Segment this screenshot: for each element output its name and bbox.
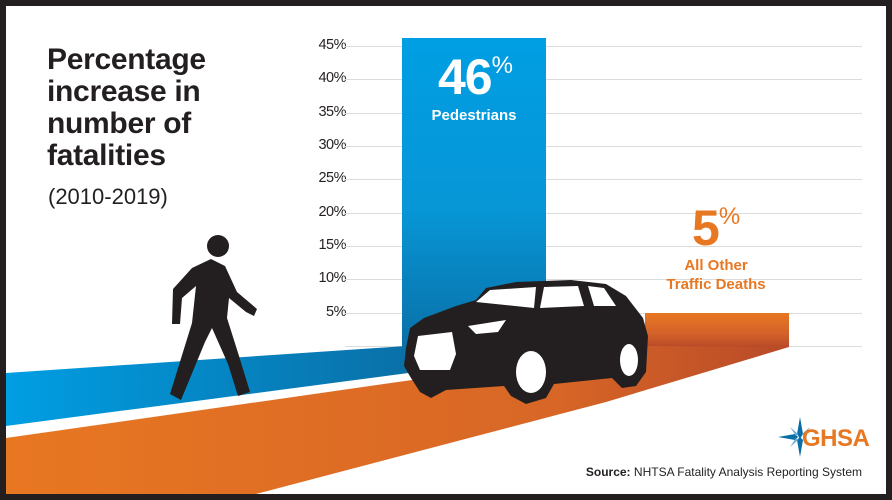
- title-line: fatalities: [47, 139, 166, 172]
- source-label: Source:: [585, 465, 631, 479]
- gridline: [345, 279, 862, 280]
- gridline: [345, 246, 862, 247]
- source-note: Source: NHTSA Fatality Analysis Reportin…: [586, 465, 862, 479]
- orange-road-band: [6, 346, 789, 494]
- title-line: Percentage: [47, 43, 206, 76]
- gridline: [345, 79, 862, 80]
- infographic-canvas: Percentage increase in number of fatalit…: [6, 6, 886, 494]
- label-line: All Other: [684, 257, 748, 274]
- y-tick-label: 15%: [318, 237, 346, 253]
- pedestrian-icon: [170, 235, 257, 400]
- gridline: [345, 113, 862, 114]
- y-tick-label: 10%: [318, 270, 346, 286]
- other-deaths-label: All Other Traffic Deaths: [646, 256, 786, 294]
- y-tick-label: 45%: [318, 37, 346, 53]
- y-tick-label: 35%: [318, 104, 346, 120]
- gridline: [345, 46, 862, 47]
- value-unit: %: [718, 203, 741, 230]
- gridline: [345, 179, 862, 180]
- value-number: 46: [438, 49, 493, 105]
- car-icon: [404, 280, 648, 404]
- other-deaths-value: 5%: [692, 199, 740, 257]
- bar-other-traffic-deaths: [645, 313, 789, 347]
- title-line: number of: [47, 107, 191, 140]
- title-line: increase in: [47, 75, 201, 108]
- y-tick-label: 30%: [318, 137, 346, 153]
- value-unit: %: [491, 52, 513, 79]
- logo-text: GHSA: [802, 425, 870, 452]
- y-tick-label: 5%: [326, 304, 346, 320]
- chart-subtitle: (2010-2019): [48, 184, 168, 209]
- chart-title: Percentage increase in number of fatalit…: [47, 44, 206, 172]
- y-tick-label: 40%: [318, 70, 346, 86]
- gridline: [345, 213, 862, 214]
- pedestrians-label: Pedestrians: [431, 107, 517, 124]
- y-tick-label: 20%: [318, 204, 346, 220]
- blue-road-band: [6, 346, 416, 426]
- compass-star-icon: [778, 417, 810, 457]
- pedestrians-value: 46%: [438, 48, 513, 106]
- road-illustration: [6, 235, 789, 494]
- label-line: Traffic Deaths: [666, 276, 766, 293]
- source-text: NHTSA Fatality Analysis Reporting System: [633, 465, 862, 479]
- y-tick-label: 25%: [318, 170, 346, 186]
- gridline: [345, 146, 862, 147]
- ghsa-logo: GHSA: [776, 417, 886, 457]
- value-number: 5: [692, 200, 720, 256]
